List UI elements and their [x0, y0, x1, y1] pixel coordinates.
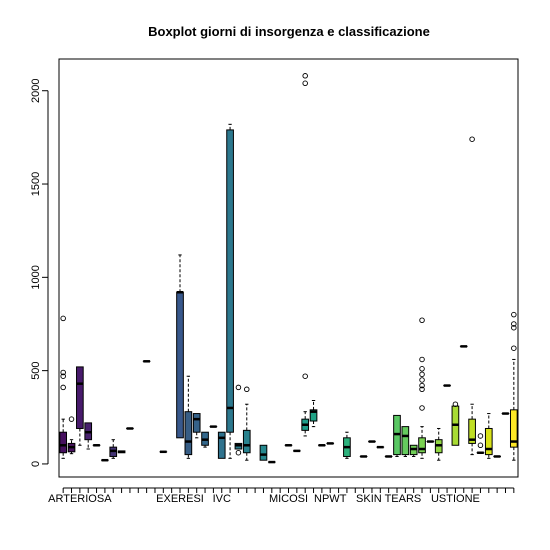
- box-group: [301, 73, 310, 437]
- box-group: [67, 416, 76, 455]
- outlier-point: [419, 382, 425, 389]
- box-group: [109, 439, 118, 459]
- outlier-point: [302, 373, 308, 379]
- box-group: [259, 444, 268, 461]
- box: [59, 431, 68, 454]
- box-group: [76, 366, 84, 446]
- box: [309, 409, 318, 422]
- outlier-point: [452, 401, 459, 407]
- box: [468, 418, 476, 444]
- y-tick-label: 2000: [30, 78, 42, 102]
- box-group: [184, 375, 193, 459]
- outlier-point: [419, 405, 425, 411]
- x-tick-label: ARTERIOSA: [48, 493, 112, 505]
- box: [192, 413, 201, 433]
- box-group: [217, 431, 226, 459]
- x-tick-label: SKIN TEARS: [356, 493, 421, 505]
- box-group: [409, 444, 418, 457]
- box-group: [509, 311, 518, 461]
- outlier-point: [302, 80, 308, 87]
- box-group: [117, 450, 126, 454]
- outlier-point: [477, 433, 484, 439]
- outlier-point: [419, 377, 425, 383]
- box: [484, 427, 493, 456]
- outlier-point: [244, 386, 250, 393]
- box-group: [192, 413, 201, 439]
- box-group: [176, 254, 184, 439]
- outlier-point: [235, 384, 242, 391]
- box-group: [226, 123, 234, 459]
- outlier-point: [419, 317, 425, 324]
- outlier-point: [419, 386, 425, 393]
- box-group: [468, 136, 476, 456]
- y-axis: 0 500 1000 1500 2000: [30, 78, 49, 467]
- box-group: [234, 384, 243, 456]
- outlier-point: [419, 366, 425, 372]
- box: [509, 409, 518, 448]
- outlier-point: [60, 373, 66, 379]
- box-group: [84, 422, 93, 450]
- box-group: [201, 431, 209, 448]
- box: [76, 366, 84, 429]
- box-group: [476, 433, 485, 454]
- box-group: [434, 427, 443, 461]
- outlier-point: [60, 315, 66, 322]
- outlier-point: [419, 371, 425, 378]
- box-group: [59, 315, 68, 459]
- outlier-point: [511, 311, 517, 318]
- box-group: [242, 386, 251, 461]
- box: [418, 437, 426, 454]
- outlier-point: [302, 73, 308, 79]
- outlier-point: [419, 356, 425, 363]
- outlier-point: [477, 442, 484, 449]
- outlier-point: [60, 384, 66, 391]
- box: [259, 444, 268, 461]
- box-group: [418, 317, 426, 459]
- x-tick-label: MICOSI: [269, 493, 308, 505]
- y-tick-label: 1500: [30, 172, 42, 196]
- box: [217, 431, 226, 459]
- y-tick-label: 500: [30, 361, 42, 379]
- box-group: [401, 426, 410, 457]
- boxes: [59, 73, 518, 464]
- box: [242, 429, 251, 454]
- outlier-point: [511, 345, 517, 351]
- x-tick-label: USTIONE: [431, 493, 480, 505]
- box-group: [309, 399, 318, 428]
- box-group: [451, 401, 460, 446]
- y-tick-label: 0: [30, 461, 42, 467]
- box: [184, 411, 193, 456]
- x-axis: ARTERIOSA EXERESI IVC MICOSI NPWT SKIN TEARS U…: [48, 487, 515, 505]
- outlier-point: [60, 369, 66, 376]
- outlier-point: [68, 416, 75, 422]
- outlier-point: [511, 321, 517, 327]
- y-tick-label: 1000: [30, 265, 42, 289]
- box: [226, 129, 234, 433]
- plot-frame: [58, 58, 519, 478]
- box-group: [393, 414, 401, 457]
- outlier-point: [469, 136, 475, 142]
- x-tick-label: IVC: [213, 493, 231, 505]
- box: [401, 426, 410, 456]
- box-group: [343, 431, 351, 459]
- box-group: [484, 413, 493, 459]
- outlier-point: [235, 449, 242, 456]
- x-tick-label: EXERESI: [156, 493, 204, 505]
- box: [176, 291, 184, 439]
- chart-title: Boxplot giorni di insorgenza e classific…: [148, 24, 430, 39]
- outlier-point: [511, 324, 517, 331]
- x-tick-label: NPWT: [314, 493, 347, 505]
